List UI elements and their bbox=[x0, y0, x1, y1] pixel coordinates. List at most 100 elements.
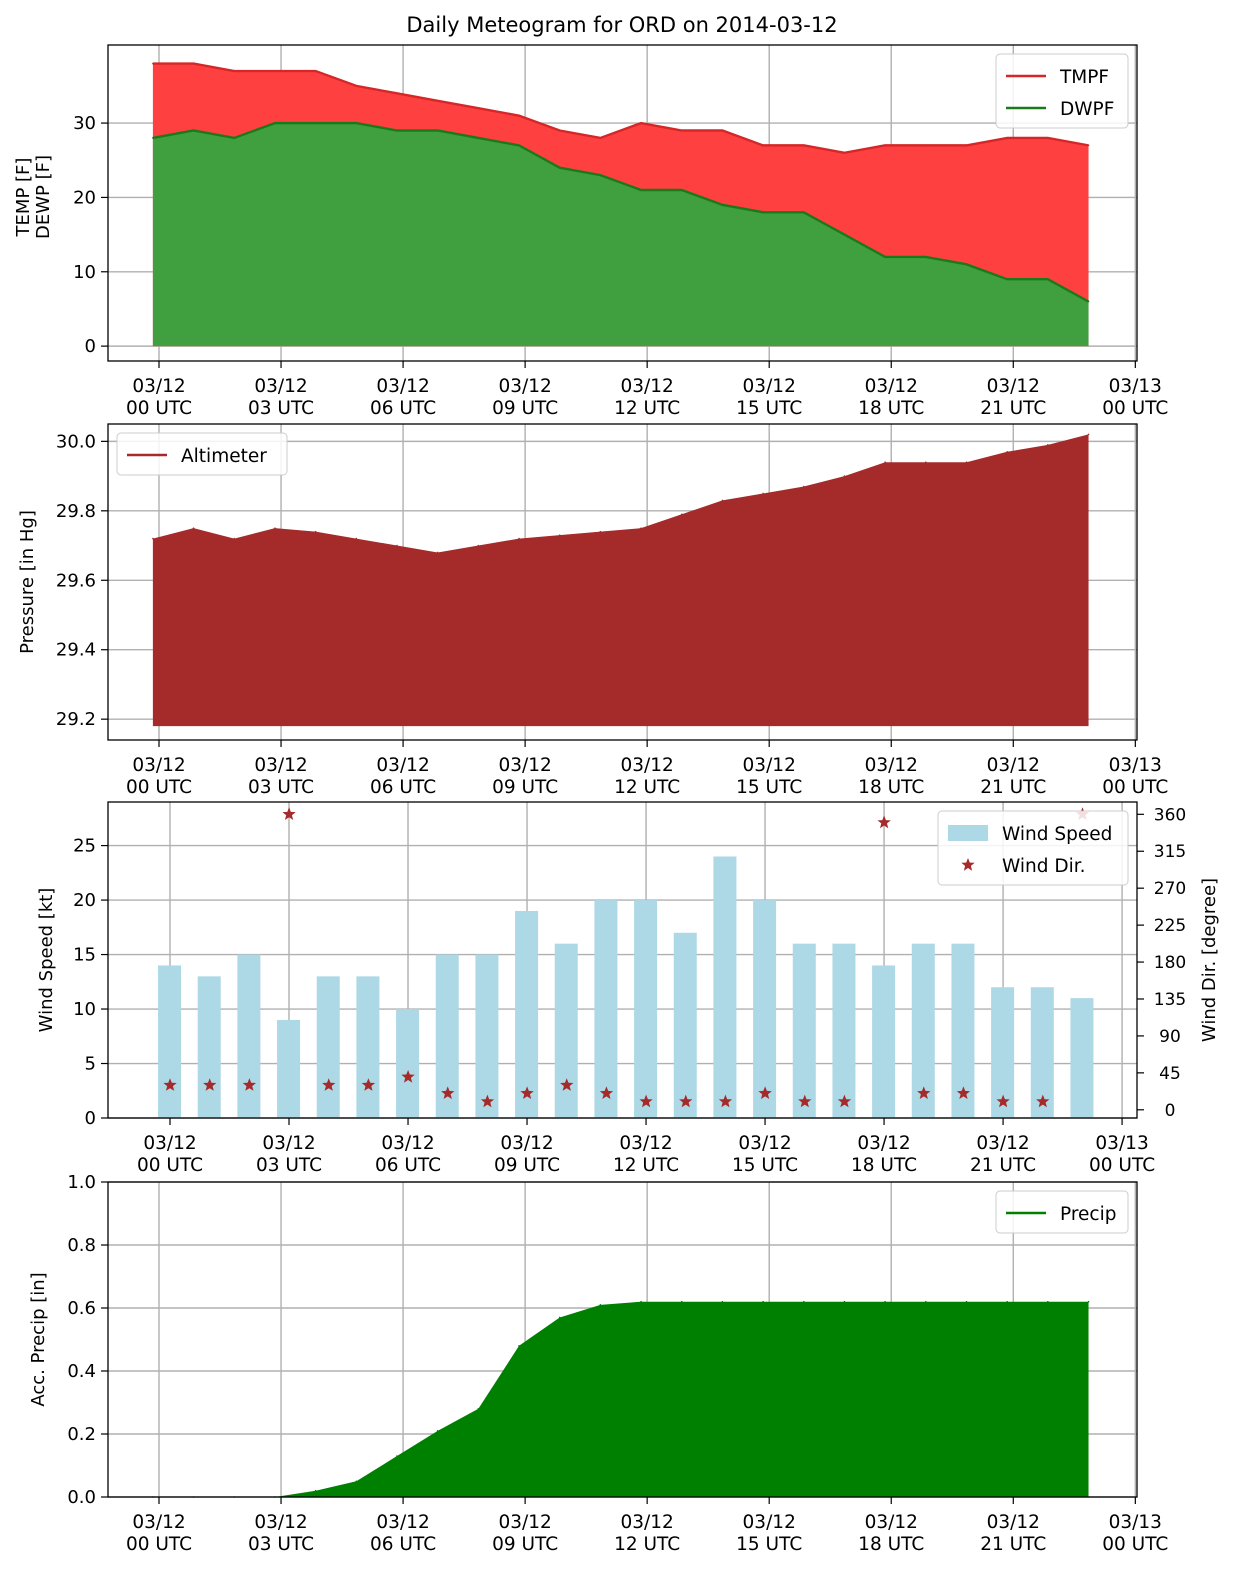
y-tick-label: 10 bbox=[73, 262, 96, 283]
x-tick-label-date: 03/12 bbox=[620, 755, 673, 776]
y-tick-label: 20 bbox=[73, 890, 96, 911]
tmpf-point bbox=[477, 107, 480, 109]
wind-speed-bar bbox=[554, 943, 578, 1118]
x-tick-label-date: 03/12 bbox=[743, 755, 796, 776]
wind-speed-bar bbox=[237, 954, 261, 1118]
tmpf-point bbox=[925, 144, 927, 147]
legend-label: TMPF bbox=[1059, 67, 1109, 88]
y-tick-label: 10 bbox=[73, 999, 96, 1020]
wind-speed-bar bbox=[753, 900, 777, 1118]
altimeter-point bbox=[192, 527, 195, 529]
tmpf-point bbox=[518, 114, 520, 117]
legend-box bbox=[995, 53, 1129, 129]
x-tick-label-date: 03/12 bbox=[500, 1133, 553, 1154]
tmpf-point bbox=[192, 62, 195, 65]
legend-swatch-wind-speed bbox=[948, 825, 988, 841]
precip-point bbox=[721, 1300, 724, 1303]
dwpf-point bbox=[355, 122, 358, 124]
x-tick-label-date: 03/12 bbox=[498, 755, 551, 776]
wind-speed-bar bbox=[435, 954, 459, 1118]
legend-label: Precip bbox=[1060, 1204, 1116, 1225]
altimeter-point bbox=[965, 461, 968, 463]
y2-tick-label: 180 bbox=[1154, 953, 1186, 973]
altimeter-point bbox=[396, 544, 398, 547]
x-tick-label-hour: 00 UTC bbox=[126, 398, 192, 419]
precip-point bbox=[925, 1300, 927, 1303]
precip-point bbox=[802, 1300, 805, 1303]
tmpf-point bbox=[640, 122, 642, 124]
altimeter-point bbox=[802, 485, 805, 488]
tmpf-point bbox=[680, 129, 683, 132]
x-tick-label-date: 03/12 bbox=[132, 376, 185, 397]
tmpf-point bbox=[233, 70, 236, 72]
x-tick-label-hour: 18 UTC bbox=[858, 398, 924, 419]
altimeter-point bbox=[884, 461, 886, 463]
altimeter-point bbox=[558, 534, 561, 536]
dwpf-point bbox=[558, 166, 561, 169]
wind-speed-bar bbox=[713, 856, 737, 1118]
y2-tick-label: 315 bbox=[1154, 842, 1186, 862]
x-tick-label-date: 03/12 bbox=[738, 1133, 791, 1154]
x-tick-label-date: 03/12 bbox=[976, 1133, 1029, 1154]
dwpf-point bbox=[314, 122, 317, 124]
altimeter-point bbox=[1006, 450, 1008, 453]
wind-dir-marker bbox=[441, 1086, 455, 1099]
wind-dir-marker bbox=[996, 1094, 1010, 1108]
wind-dir-marker bbox=[480, 1094, 495, 1108]
axes-frame bbox=[107, 801, 1138, 1119]
legend-label: Wind Speed bbox=[1002, 824, 1112, 845]
x-tick-label-date: 03/12 bbox=[987, 1512, 1040, 1533]
tmpf-point bbox=[884, 144, 886, 147]
x-tick-label-date: 03/13 bbox=[1109, 755, 1162, 776]
x-tick-label-date: 03/12 bbox=[132, 1512, 185, 1533]
y-axis-label-line2: DEWP [F] bbox=[33, 155, 54, 239]
y-tick-label: 0 bbox=[85, 1108, 96, 1129]
x-tick-label-date: 03/12 bbox=[865, 1512, 918, 1533]
axes-frame bbox=[107, 1181, 1138, 1498]
y2-tick-label: 270 bbox=[1154, 879, 1186, 899]
y2-tick-label: 90 bbox=[1159, 1027, 1181, 1047]
tmpf-point bbox=[396, 92, 398, 95]
y2-tick-label: 135 bbox=[1154, 990, 1186, 1010]
x-tick-label-date: 03/13 bbox=[1109, 376, 1162, 397]
wind-dir-marker bbox=[401, 1070, 415, 1083]
x-tick-label-date: 03/12 bbox=[376, 755, 429, 776]
tmpf-point bbox=[355, 85, 358, 87]
precip-point bbox=[599, 1304, 602, 1306]
legend: Wind Speed Wind Dir. bbox=[937, 810, 1129, 886]
x-tick-label-hour: 15 UTC bbox=[736, 398, 802, 419]
wind-speed-bar bbox=[951, 943, 975, 1118]
altimeter-area bbox=[152, 434, 1089, 727]
x-tick-label-hour: 00 UTC bbox=[1089, 1155, 1155, 1176]
precip-point bbox=[680, 1300, 683, 1303]
precip-point bbox=[640, 1300, 642, 1303]
wind-dir-marker bbox=[520, 1086, 534, 1099]
dwpf-point bbox=[233, 137, 236, 139]
y-tick-label: 0.2 bbox=[67, 1424, 96, 1445]
x-tick-label-hour: 09 UTC bbox=[494, 1155, 560, 1176]
precip-point bbox=[477, 1408, 480, 1410]
y-tick-label: 30.0 bbox=[56, 431, 96, 452]
x-tick-label-date: 03/12 bbox=[620, 376, 673, 397]
y-tick-label: 0.8 bbox=[67, 1235, 96, 1256]
wind-speed-bar bbox=[832, 943, 856, 1118]
y2-tick-label: 225 bbox=[1154, 916, 1186, 936]
x-tick-label-hour: 00 UTC bbox=[126, 777, 192, 798]
x-tick-label-hour: 03 UTC bbox=[248, 398, 314, 419]
legend-box bbox=[116, 432, 288, 476]
dwpf-point bbox=[762, 211, 764, 214]
x-tick-label-date: 03/12 bbox=[865, 755, 918, 776]
wind-dir-marker bbox=[163, 1078, 177, 1091]
y-tick-label: 0 bbox=[85, 336, 96, 357]
altimeter-point bbox=[843, 475, 846, 477]
tmpf-point bbox=[802, 144, 805, 147]
x-tick-label-date: 03/12 bbox=[743, 376, 796, 397]
altimeter-point bbox=[762, 492, 764, 495]
legend-label: Altimeter bbox=[181, 446, 267, 467]
x-tick-label-hour: 03 UTC bbox=[248, 777, 314, 798]
tmpf-point bbox=[314, 70, 317, 72]
dwpf-point bbox=[436, 129, 439, 132]
x-tick-label-hour: 18 UTC bbox=[851, 1155, 917, 1176]
dwpf-point bbox=[925, 256, 927, 258]
